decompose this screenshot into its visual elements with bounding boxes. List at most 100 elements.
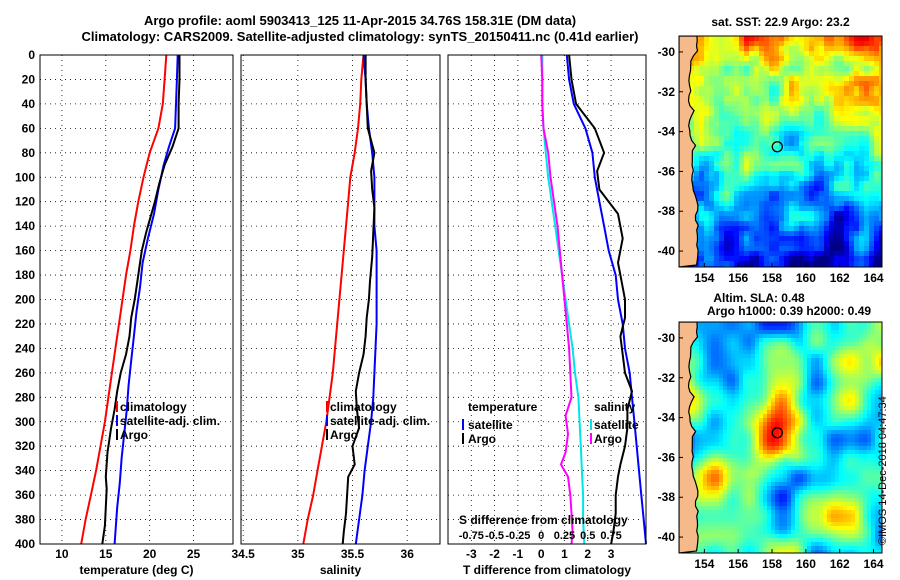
map-cell [839, 382, 844, 387]
map-cell [771, 414, 776, 419]
map-cell [794, 191, 800, 197]
map-cell [763, 466, 768, 471]
map-cell [775, 326, 780, 331]
map-cell [811, 466, 816, 471]
map-cell [864, 51, 870, 57]
map-cell [759, 414, 764, 419]
map-cell [719, 494, 724, 499]
map-cell [735, 474, 740, 479]
map-cell [699, 374, 704, 379]
map-cell [823, 466, 828, 471]
map-cell [789, 201, 795, 207]
map-cell [867, 454, 872, 459]
map-cell [735, 402, 740, 407]
map-cell [874, 196, 880, 202]
map-cell [739, 522, 744, 527]
map-cell [799, 474, 804, 479]
map-cell [804, 226, 810, 232]
map-cell [849, 221, 855, 227]
map-cell [839, 514, 844, 519]
map-cell [815, 518, 820, 523]
map-cell [699, 236, 705, 242]
map-cell [867, 358, 872, 363]
map-cell [709, 156, 715, 162]
map-cell [847, 446, 852, 451]
map-cell [779, 450, 784, 455]
map-cell [803, 530, 808, 535]
map-cell [879, 382, 882, 387]
map-cell [869, 101, 875, 107]
map-cell [735, 330, 740, 335]
map-cell [769, 161, 775, 167]
map-cell [807, 358, 812, 363]
map-cell [739, 81, 745, 87]
map-cell [731, 334, 736, 339]
map-cell [734, 171, 740, 177]
map-cell [814, 41, 820, 47]
map-cell [689, 121, 695, 127]
map-cell [839, 36, 845, 42]
map-cell [699, 61, 705, 67]
map-cell [869, 246, 875, 252]
map-cell [689, 131, 695, 137]
map-cell [839, 216, 845, 222]
map-cell [827, 494, 832, 499]
map-cell [727, 386, 732, 391]
map-cell [854, 176, 860, 182]
map-cell [774, 81, 780, 87]
map-cell [784, 111, 790, 117]
map-cell [749, 221, 755, 227]
map-cell [864, 206, 870, 212]
map-cell [799, 346, 804, 351]
temperature-profile-panel: 0204060801001201401601802002202402602803… [15, 48, 234, 577]
map-cell [849, 191, 855, 197]
map-cell [703, 358, 708, 363]
map-cell [779, 206, 785, 212]
map-cell [775, 506, 780, 511]
map-cell [849, 101, 855, 107]
map-cell [831, 346, 836, 351]
map-cell [809, 176, 815, 182]
map-cell [874, 181, 880, 187]
map-cell [755, 422, 760, 427]
map-cell [724, 36, 730, 42]
map-cell [831, 462, 836, 467]
map-cell [795, 506, 800, 511]
map-cell [727, 418, 732, 423]
map-cell [763, 362, 768, 367]
map-cell [831, 382, 836, 387]
map-cell [747, 534, 752, 539]
map-cell [859, 358, 864, 363]
map-cell [874, 91, 880, 97]
map-cell [824, 111, 830, 117]
map-cell [799, 358, 804, 363]
map-cell [844, 121, 850, 127]
map-cell [739, 86, 745, 92]
map-cell [779, 334, 784, 339]
map-cell [827, 390, 832, 395]
map-cell [724, 231, 730, 237]
map-cell [691, 366, 696, 371]
map-cell [811, 342, 816, 347]
map-cell [879, 226, 882, 232]
map-cell [787, 498, 792, 503]
map-cell [707, 434, 712, 439]
map-cell [854, 96, 860, 102]
map-cell [823, 326, 828, 331]
map-cell [863, 350, 868, 355]
map-cell [834, 61, 840, 67]
map-cell [815, 354, 820, 359]
map-cell [739, 46, 745, 52]
map-cell [719, 206, 725, 212]
map-cell [864, 166, 870, 172]
map-cell [869, 121, 875, 127]
map-cell [844, 161, 850, 167]
map-cell [849, 51, 855, 57]
map-cell [755, 470, 760, 475]
map-cell [834, 176, 840, 182]
map-cell [809, 106, 815, 112]
map-cell [719, 141, 725, 147]
map-cell [867, 374, 872, 379]
map-cell [703, 546, 708, 551]
map-cell [859, 474, 864, 479]
